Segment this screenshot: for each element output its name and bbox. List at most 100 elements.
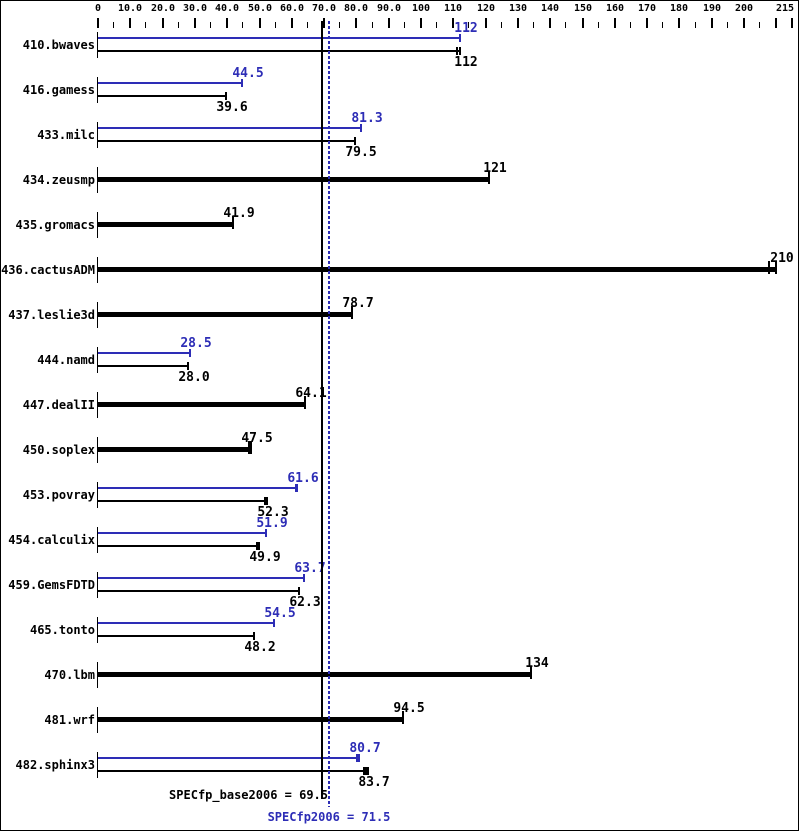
benchmark-label: 465.tonto xyxy=(29,623,95,637)
base-value-label: 47.5 xyxy=(241,431,273,446)
base-bar-bold xyxy=(98,402,305,407)
bar-end-cap xyxy=(351,306,353,319)
peak-value-label: 61.6 xyxy=(287,471,319,486)
axis-tick-label: 130 xyxy=(508,3,528,14)
base-value-label: 94.5 xyxy=(393,701,425,716)
base-bar xyxy=(98,95,226,97)
base-bar-bold xyxy=(98,672,531,677)
base-bar xyxy=(98,500,267,502)
bar-end-cap xyxy=(273,619,275,627)
base-bar-bold xyxy=(98,447,251,452)
base-value-label: 134 xyxy=(525,656,549,671)
base-bar-bold xyxy=(98,267,776,272)
row-axis-tick xyxy=(97,122,98,148)
base-value-label: 48.2 xyxy=(244,640,276,655)
benchmark-label: 454.calculix xyxy=(8,533,95,547)
axis-tick-label: 60.0 xyxy=(279,3,305,14)
row-axis-tick xyxy=(97,662,98,688)
axis-major-tick xyxy=(259,18,261,28)
bar-end-cap xyxy=(402,711,404,724)
axis-major-tick xyxy=(323,18,325,28)
axis-major-tick xyxy=(582,18,584,28)
axis-tick-label: 80.0 xyxy=(343,3,369,14)
row-axis-tick xyxy=(97,32,98,58)
base-value-label: 112 xyxy=(454,55,478,70)
axis-major-tick xyxy=(355,18,357,28)
base-value-label: 121 xyxy=(483,161,507,176)
benchmark-label: 433.milc xyxy=(37,128,95,142)
bar-end-cap xyxy=(248,441,250,454)
base-value-label: 41.9 xyxy=(223,206,255,221)
bar-end-cap xyxy=(360,124,362,132)
axis-major-tick xyxy=(226,18,228,28)
bar-end-cap xyxy=(354,137,356,145)
peak-value-label: 44.5 xyxy=(232,66,264,81)
bar-end-cap xyxy=(768,261,770,274)
benchmark-label: 470.lbm xyxy=(44,668,95,682)
bar-end-cap xyxy=(363,767,365,775)
row-axis-tick xyxy=(97,572,98,598)
benchmark-label: 453.povray xyxy=(22,488,95,502)
axis-major-tick xyxy=(549,18,551,28)
peak-bar xyxy=(98,82,242,84)
row-axis-tick xyxy=(97,302,98,328)
peak-bar xyxy=(98,127,361,129)
axis-tick-label: 140 xyxy=(540,3,560,14)
row-axis-tick xyxy=(97,437,98,463)
axis-major-tick xyxy=(646,18,648,28)
base-bar xyxy=(98,545,259,547)
bar-end-cap xyxy=(488,171,490,184)
axis-tick-label: 90.0 xyxy=(376,3,402,14)
axis-major-tick xyxy=(517,18,519,28)
axis-minor-tick xyxy=(178,22,179,28)
base-bar-bold xyxy=(98,222,233,227)
bar-end-cap xyxy=(189,349,191,357)
axis-major-tick xyxy=(291,18,293,28)
axis-minor-tick xyxy=(695,22,696,28)
axis-major-tick xyxy=(194,18,196,28)
axis-major-tick xyxy=(97,18,99,28)
benchmark-label: 450.soplex xyxy=(22,443,95,457)
benchmark-label: 436.cactusADM xyxy=(1,263,95,277)
axis-minor-tick xyxy=(598,22,599,28)
bar-end-cap xyxy=(253,632,255,640)
base-bar-bold xyxy=(98,717,403,722)
benchmark-label: 416.gamess xyxy=(22,83,95,97)
peak-bar xyxy=(98,757,359,759)
base-bar xyxy=(98,770,368,772)
axis-tick-label: 110 xyxy=(443,3,463,14)
row-axis-tick xyxy=(97,77,98,103)
axis-major-tick xyxy=(614,18,616,28)
base-value-label: 39.6 xyxy=(216,100,248,115)
base-value-label: 28.0 xyxy=(178,370,210,385)
axis-major-tick xyxy=(388,18,390,28)
base-value-label: 49.9 xyxy=(249,550,281,565)
axis-tick-label: 180 xyxy=(669,3,689,14)
axis-tick-label: 215 xyxy=(775,3,795,14)
footer-peak-score: SPECfp2006 = 71.5 xyxy=(267,810,391,824)
axis-tick-label: 0 xyxy=(94,3,102,14)
peak-value-label: 63.7 xyxy=(294,561,326,576)
axis-minor-tick xyxy=(727,22,728,28)
peak-bar xyxy=(98,352,190,354)
axis-major-tick xyxy=(678,18,680,28)
peak-bar xyxy=(98,37,460,39)
axis-minor-tick xyxy=(404,22,405,28)
axis-tick-label: 40.0 xyxy=(214,3,240,14)
bar-end-cap xyxy=(225,92,227,100)
axis-minor-tick xyxy=(113,22,114,28)
bar-end-cap xyxy=(265,529,267,537)
peak-bar xyxy=(98,487,297,489)
bar-end-cap xyxy=(296,484,298,492)
bar-end-cap xyxy=(264,497,266,505)
peak-value-label: 112 xyxy=(454,21,478,36)
bar-end-cap xyxy=(358,754,360,762)
base-value-label: 79.5 xyxy=(345,145,377,160)
axis-tick-label: 100 xyxy=(411,3,431,14)
axis-tick-label: 170 xyxy=(637,3,657,14)
axis-tick-label: 50.0 xyxy=(247,3,273,14)
axis-minor-tick xyxy=(210,22,211,28)
axis-tick-label: 200 xyxy=(734,3,754,14)
base-bar-bold xyxy=(98,177,489,182)
base-bar xyxy=(98,590,299,592)
